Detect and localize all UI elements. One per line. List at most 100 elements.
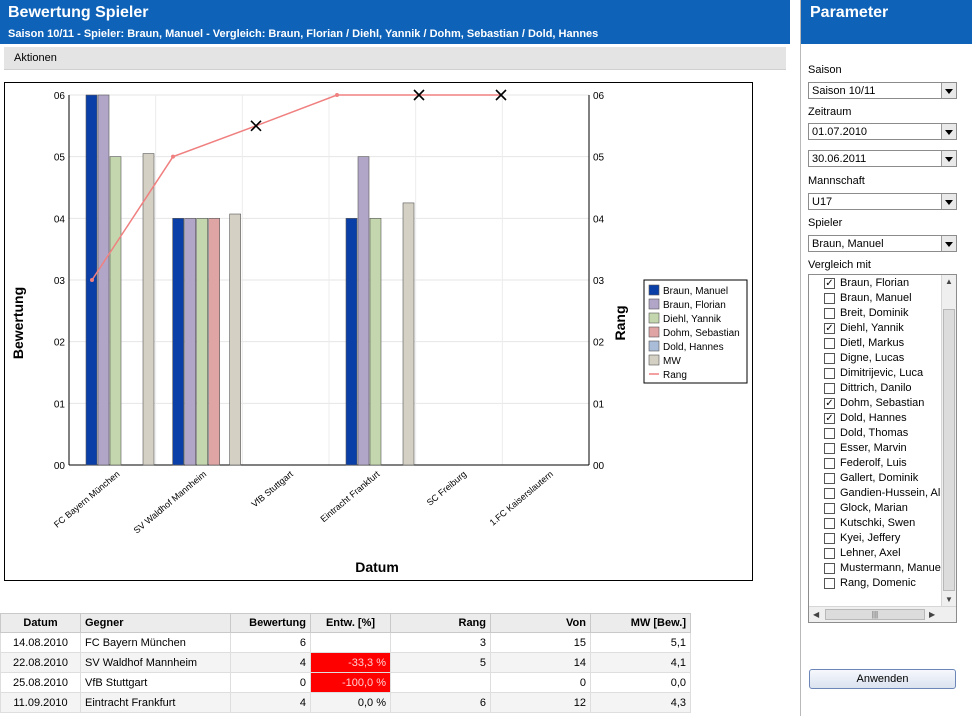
chevron-down-icon[interactable] — [941, 124, 956, 139]
compare-checkbox[interactable]: ✓ — [824, 323, 835, 334]
column-header[interactable]: Bewertung — [230, 613, 311, 633]
cell-datum: 25.08.2010 — [0, 672, 81, 693]
cell-datum: 14.08.2010 — [0, 632, 81, 653]
column-header[interactable]: Datum — [0, 613, 81, 633]
list-item[interactable]: Rang, Domenic — [809, 576, 941, 591]
table-row[interactable]: 11.09.2010 Eintracht Frankfurt 4 0,0 % 6 12 4,… — [0, 692, 691, 713]
column-header[interactable]: Von — [490, 613, 591, 633]
list-item[interactable]: Lehner, Axel — [809, 546, 941, 561]
scroll-right-icon[interactable]: ▶ — [929, 610, 936, 619]
date-from-picker[interactable]: 01.07.2010 — [808, 123, 957, 140]
table-row[interactable]: 14.08.2010 FC Bayern München 6 3 15 5,1 — [0, 632, 691, 653]
chevron-down-icon[interactable] — [941, 236, 956, 251]
vertical-scrollbar[interactable]: ▲ ▼ — [941, 275, 956, 606]
scroll-up-icon[interactable]: ▲ — [945, 277, 953, 286]
legend-entry: Diehl, Yannik — [663, 314, 722, 325]
compare-checkbox[interactable]: ✓ — [824, 398, 835, 409]
list-item[interactable]: ✓ Diehl, Yannik — [809, 321, 941, 336]
legend-box — [643, 279, 748, 384]
compare-listbox[interactable]: ✓ Braun, Florian Braun, Manuel Breit, Domin… — [808, 274, 957, 623]
compare-checkbox[interactable]: ✓ — [824, 278, 835, 289]
compare-checkbox[interactable] — [824, 428, 835, 439]
column-header[interactable]: Rang — [390, 613, 491, 633]
cell-bewertung: 4 — [230, 692, 311, 713]
compare-checkbox[interactable] — [824, 458, 835, 469]
column-header[interactable]: Gegner — [80, 613, 231, 633]
parameter-title: Parameter — [810, 4, 889, 21]
legend-entry: Dohm, Sebastian — [663, 328, 740, 339]
list-item[interactable]: Gallert, Dominik — [809, 471, 941, 486]
compare-checkbox[interactable] — [824, 293, 835, 304]
compare-checkbox[interactable] — [824, 473, 835, 484]
parameter-header: Parameter — [801, 0, 972, 44]
compare-checkbox[interactable] — [824, 308, 835, 319]
cell-rang — [390, 672, 491, 693]
compare-checkbox[interactable] — [824, 353, 835, 364]
list-item[interactable]: Dimitrijevic, Luca — [809, 366, 941, 381]
list-item[interactable]: ✓ Braun, Florian — [809, 276, 941, 291]
column-header[interactable]: MW [Bew.] — [590, 613, 691, 633]
horizontal-scrollbar[interactable]: ◀ ||| ▶ — [809, 606, 956, 622]
compare-checkbox[interactable] — [824, 518, 835, 529]
compare-player-name: Digne, Lucas — [840, 352, 905, 364]
legend-swatch — [648, 312, 660, 324]
compare-checkbox[interactable] — [824, 443, 835, 454]
cell-rang: 5 — [390, 652, 491, 673]
list-item[interactable]: Kutschki, Swen — [809, 516, 941, 531]
legend-swatch — [648, 354, 660, 366]
x-tick-label: Eintracht Frankfurt — [318, 469, 382, 525]
list-item[interactable]: Federolf, Luis — [809, 456, 941, 471]
bar-diehl-yannik — [109, 156, 122, 466]
scrollbar-thumb[interactable] — [943, 309, 955, 591]
scroll-down-icon[interactable]: ▼ — [945, 595, 953, 604]
list-item[interactable]: Kyei, Jeffery — [809, 531, 941, 546]
compare-checkbox[interactable] — [824, 338, 835, 349]
list-item[interactable]: Esser, Marvin — [809, 441, 941, 456]
compare-player-name: Dietl, Markus — [840, 337, 905, 349]
column-header[interactable]: Entw. [%] — [310, 613, 391, 633]
scroll-left-icon[interactable]: ◀ — [813, 610, 820, 619]
chevron-down-icon[interactable] — [941, 83, 956, 98]
list-item[interactable]: Glock, Marian — [809, 501, 941, 516]
table-row[interactable]: 22.08.2010 SV Waldhof Mannheim 4 -33,3 % 5 14… — [0, 652, 691, 673]
spieler-select[interactable]: Braun, Manuel — [808, 235, 957, 252]
date-to-picker[interactable]: 30.06.2011 — [808, 150, 957, 167]
mannschaft-select[interactable]: U17 — [808, 193, 957, 210]
list-item[interactable]: Dittrich, Danilo — [809, 381, 941, 396]
list-item[interactable]: Digne, Lucas — [809, 351, 941, 366]
list-item[interactable]: ✓ Dold, Hannes — [809, 411, 941, 426]
compare-checkbox[interactable] — [824, 383, 835, 394]
list-item[interactable]: Mustermann, Manuel — [809, 561, 941, 576]
actions-menu[interactable]: Aktionen — [14, 52, 57, 64]
compare-checkbox[interactable] — [824, 533, 835, 544]
compare-checkbox[interactable] — [824, 488, 835, 499]
cell-rang: 6 — [390, 692, 491, 713]
table-row[interactable]: 25.08.2010 VfB Stuttgart 0 -100,0 % 0 0,0 — [0, 672, 691, 693]
list-item[interactable]: ✓ Dohm, Sebastian — [809, 396, 941, 411]
results-table-container: Datum Gegner Bewertung Entw. [%] Rang Von MW [… — [0, 613, 691, 713]
y2-tick-label: 03 — [593, 276, 605, 287]
compare-player-name: Braun, Manuel — [840, 292, 912, 304]
compare-checkbox[interactable] — [824, 368, 835, 379]
x-tick-label: SV Waldhof Mannheim — [132, 469, 209, 536]
rang-point-x — [413, 89, 425, 101]
cell-entw: -100,0 % — [310, 672, 391, 693]
compare-checkbox[interactable] — [824, 548, 835, 559]
compare-checkbox[interactable] — [824, 578, 835, 589]
chevron-down-icon[interactable] — [941, 194, 956, 209]
compare-checkbox[interactable]: ✓ — [824, 413, 835, 424]
list-item[interactable]: Dietl, Markus — [809, 336, 941, 351]
list-item[interactable]: Braun, Manuel — [809, 291, 941, 306]
compare-checkbox[interactable] — [824, 563, 835, 574]
y2-tick-label: 02 — [593, 338, 605, 349]
cell-bewertung: 0 — [230, 672, 311, 693]
saison-select[interactable]: Saison 10/11 — [808, 82, 957, 99]
list-item[interactable]: Gandien-Hussein, Ali — [809, 486, 941, 501]
apply-button[interactable]: Anwenden — [809, 669, 956, 689]
chevron-down-icon[interactable] — [941, 151, 956, 166]
list-item[interactable]: Breit, Dominik — [809, 306, 941, 321]
compare-checkbox[interactable] — [824, 503, 835, 514]
compare-player-name: Kutschki, Swen — [840, 517, 916, 529]
scrollbar-thumb[interactable]: ||| — [825, 609, 925, 620]
list-item[interactable]: Dold, Thomas — [809, 426, 941, 441]
